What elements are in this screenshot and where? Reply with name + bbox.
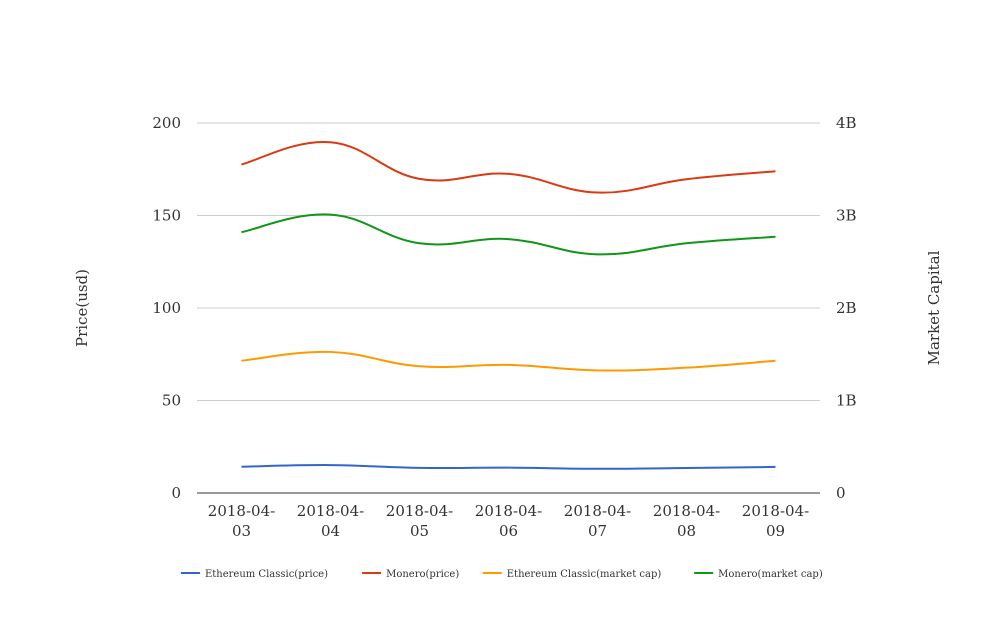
x-axis-tick-label-line: 08 [677, 522, 696, 540]
x-axis-tick-label-line: 04 [321, 522, 340, 540]
x-axis-tick-label-line: 2018-04- [742, 502, 809, 520]
y-axis-right-tick-label: 4B [836, 114, 857, 132]
gridlines [197, 122, 820, 401]
y-axis-right-tick-label: 1B [836, 392, 857, 410]
y-axis-right-tick-label: 2B [836, 299, 857, 317]
x-axis-tick-label: 2018-04- 09 [742, 502, 809, 540]
x-axis-tick-label: 2018-04- 03 [208, 502, 275, 540]
series-line-ethereum-classic-market-cap [241, 350, 776, 372]
y-axis-left-tick-label: 150 [152, 207, 181, 225]
x-axis-tick-label-line: 05 [410, 522, 429, 540]
y-axis-left-tick-label: 0 [171, 484, 181, 502]
x-axis-tick-label-line: 2018-04- [475, 502, 542, 520]
x-axis-tick-label-line: 07 [588, 522, 607, 540]
x-axis-tick-label: 2018-04- 08 [653, 502, 720, 540]
y-axis-right-tick-label: 0 [836, 484, 846, 502]
axes: 05010015020001B2B3B4B2018-04-032018-04-0… [152, 114, 856, 540]
legend-label: Monero(market cap) [718, 569, 823, 580]
x-axis-tick-label: 2018-04- 05 [386, 502, 453, 540]
x-axis-tick-label-line: 2018-04- [297, 502, 364, 520]
x-axis-tick-label-line: 2018-04- [653, 502, 720, 520]
series-line-ethereum-classic-price [241, 464, 776, 470]
series-line-monero-price [241, 141, 776, 194]
series-line-monero-market-cap [241, 213, 776, 256]
y-axis-left-tick-label: 200 [152, 114, 181, 132]
legend-label: Monero(price) [386, 569, 459, 580]
x-axis-tick-label-line: 03 [232, 522, 251, 540]
y-axis-left-tick-label: 50 [162, 392, 181, 410]
y-axis-left-tick-label: 100 [152, 299, 181, 317]
y-axis-right-tick-label: 3B [836, 207, 857, 225]
x-axis-tick-label-line: 09 [766, 522, 785, 540]
series-lines [241, 141, 776, 470]
x-axis-tick-label: 2018-04- 06 [475, 502, 542, 540]
x-axis-tick-label: 2018-04- 04 [297, 502, 364, 540]
x-axis-tick-label-line: 2018-04- [564, 502, 631, 520]
legend-label: Ethereum Classic(market cap) [507, 569, 662, 580]
x-axis-tick-label: 2018-04- 07 [564, 502, 631, 540]
x-axis-tick-label-line: 06 [499, 522, 518, 540]
x-axis-tick-label-line: 2018-04- [208, 502, 275, 520]
y-axis-left-title: Price(usd) [73, 269, 91, 347]
y-axis-right-title: Market Capital [925, 250, 943, 365]
x-axis-tick-label-line: 2018-04- [386, 502, 453, 520]
legend-label: Ethereum Classic(price) [205, 569, 328, 580]
legend: Ethereum Classic(price) Monero(price) Ethe… [180, 569, 823, 580]
